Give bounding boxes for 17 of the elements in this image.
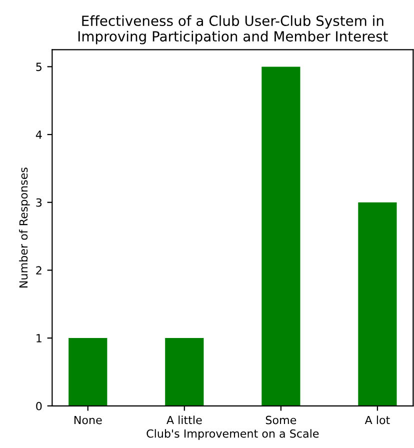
x-tick-label: None bbox=[74, 416, 102, 424]
y-tick-label: 4 bbox=[36, 130, 42, 139]
x-axis-title: Club's Improvement on a Scale bbox=[146, 429, 319, 440]
chart-title: Effectiveness of a Club User-Club System in Improving Participation and Member Interest bbox=[78, 15, 388, 44]
x-tick-label: A lot bbox=[364, 416, 390, 424]
x-tick-label: Some bbox=[266, 416, 296, 424]
y-tick-label: 0 bbox=[36, 402, 42, 410]
y-tick-label: 5 bbox=[36, 62, 42, 72]
x-tick-label: A little bbox=[166, 416, 202, 424]
bar bbox=[68, 338, 108, 406]
bar bbox=[165, 338, 204, 406]
y-tick-label: 1 bbox=[36, 334, 42, 342]
bar bbox=[262, 66, 300, 406]
bar bbox=[358, 202, 397, 406]
y-tick-label: 2 bbox=[36, 266, 42, 274]
y-axis-title: Number of Responses bbox=[19, 168, 30, 288]
y-tick-label: 3 bbox=[36, 198, 42, 207]
